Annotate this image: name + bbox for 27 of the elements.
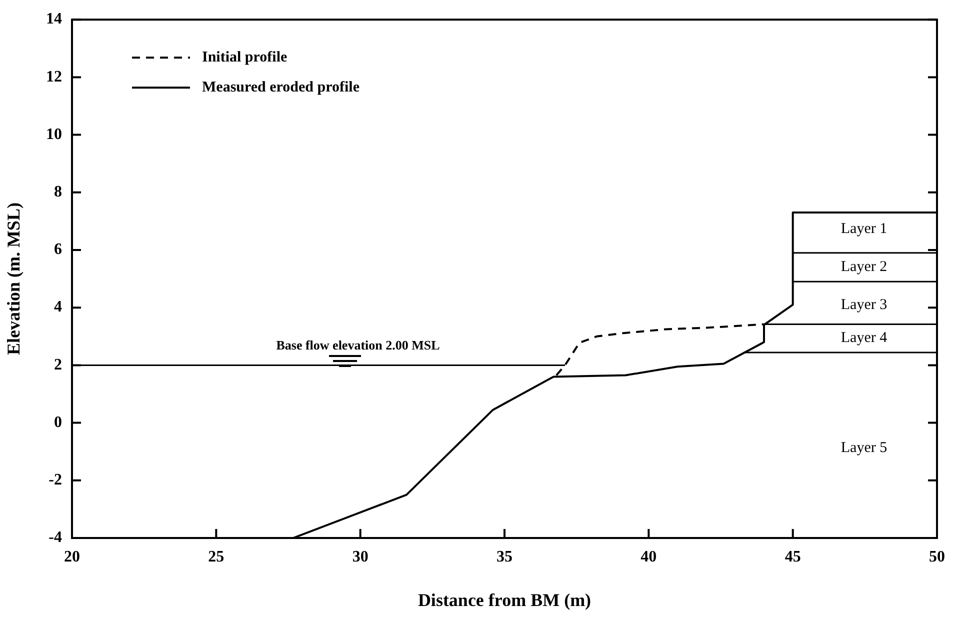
y-tick-label: 2	[54, 356, 62, 374]
y-tick-label: -2	[48, 472, 62, 489]
y-tick-label: 14	[46, 10, 62, 28]
legend-label: Measured eroded profile	[202, 79, 360, 96]
y-tick-label: 10	[46, 126, 62, 143]
x-tick-label: 20	[64, 548, 80, 566]
y-tick-label: 8	[54, 184, 62, 201]
y-tick-label: 12	[46, 68, 62, 86]
annotation: Base flow elevation 2.00 MSL	[276, 337, 440, 352]
annotation: Layer 1	[840, 220, 888, 237]
x-tick-label: 50	[929, 548, 945, 566]
x-tick-label: 40	[640, 548, 657, 566]
x-tick-label: 45	[784, 548, 801, 566]
legend-label: Initial profile	[202, 49, 288, 66]
y-axis-title: Elevation (m. MSL)	[3, 202, 24, 356]
annotation: Layer 5	[840, 440, 888, 456]
x-tick-label: 25	[208, 548, 224, 566]
x-axis-title: Distance from BM (m)	[418, 590, 592, 610]
x-tick-label: 35	[496, 548, 512, 566]
y-tick-label: 0	[54, 414, 62, 431]
annotation: Layer 2	[840, 258, 888, 275]
x-tick-label: 30	[352, 548, 368, 566]
y-tick-label: -4	[48, 529, 62, 546]
y-tick-label: 6	[54, 241, 62, 258]
y-tick-label: 4	[54, 298, 62, 316]
annotation: Layer 4	[840, 330, 888, 346]
annotation: Layer 3	[840, 296, 888, 313]
